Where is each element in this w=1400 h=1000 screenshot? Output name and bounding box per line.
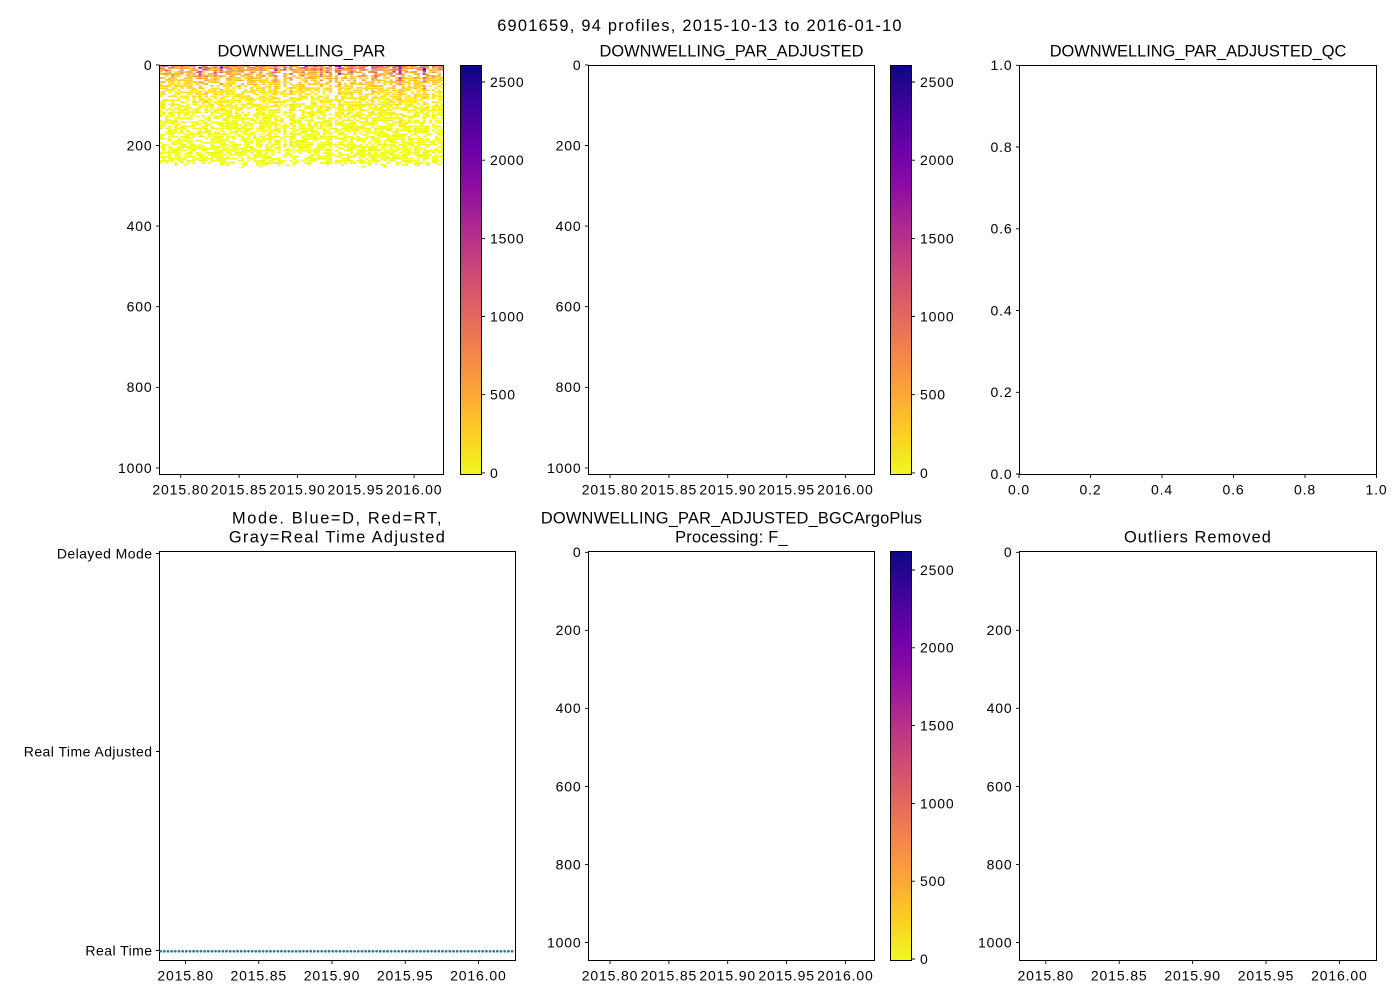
svg-text:2015.80: 2015.80 — [582, 481, 639, 497]
svg-text:2015.80: 2015.80 — [582, 967, 639, 983]
svg-text:2015.80: 2015.80 — [1018, 967, 1075, 983]
svg-text:400: 400 — [556, 700, 582, 716]
svg-text:0: 0 — [573, 544, 582, 560]
svg-text:2000: 2000 — [920, 640, 955, 656]
svg-text:1000: 1000 — [920, 308, 955, 324]
svg-text:0: 0 — [1004, 544, 1013, 560]
svg-text:Outliers Removed: Outliers Removed — [1124, 529, 1272, 547]
svg-text:1.0: 1.0 — [1365, 481, 1387, 497]
svg-text:0: 0 — [573, 57, 582, 73]
svg-text:DOWNWELLING_PAR_ADJUSTED: DOWNWELLING_PAR_ADJUSTED — [599, 42, 863, 60]
svg-text:2015.85: 2015.85 — [641, 481, 698, 497]
svg-text:2015.90: 2015.90 — [269, 481, 326, 497]
svg-text:2000: 2000 — [490, 152, 525, 168]
svg-text:2016.00: 2016.00 — [1311, 967, 1368, 983]
svg-text:2016.00: 2016.00 — [817, 967, 874, 983]
svg-text:800: 800 — [127, 379, 153, 395]
svg-text:200: 200 — [556, 622, 582, 638]
svg-text:500: 500 — [920, 873, 946, 889]
svg-text:0.0: 0.0 — [1008, 481, 1030, 497]
svg-text:1.0: 1.0 — [990, 57, 1012, 73]
svg-text:Mode. Blue=D, Red=RT,: Mode. Blue=D, Red=RT, — [232, 510, 443, 528]
svg-text:1000: 1000 — [118, 460, 153, 476]
svg-text:600: 600 — [987, 778, 1013, 794]
svg-text:0: 0 — [490, 465, 499, 481]
svg-text:2015.80: 2015.80 — [152, 481, 209, 497]
svg-text:2500: 2500 — [490, 74, 525, 90]
svg-text:DOWNWELLING_PAR: DOWNWELLING_PAR — [217, 42, 385, 60]
svg-text:2500: 2500 — [920, 562, 955, 578]
svg-text:2015.85: 2015.85 — [1091, 967, 1148, 983]
svg-text:2015.90: 2015.90 — [699, 481, 756, 497]
svg-text:2015.85: 2015.85 — [231, 967, 288, 983]
svg-text:1500: 1500 — [490, 230, 525, 246]
svg-text:0.8: 0.8 — [1294, 481, 1316, 497]
svg-text:0.6: 0.6 — [1222, 481, 1244, 497]
svg-text:1000: 1000 — [490, 308, 525, 324]
svg-text:0.2: 0.2 — [990, 384, 1012, 400]
svg-text:6901659, 94 profiles, 2015-10-: 6901659, 94 profiles, 2015-10-13 to 2016… — [497, 17, 903, 35]
svg-text:2000: 2000 — [920, 152, 955, 168]
svg-text:1000: 1000 — [547, 934, 582, 950]
svg-text:200: 200 — [987, 622, 1013, 638]
svg-text:2015.95: 2015.95 — [1238, 967, 1295, 983]
svg-text:Processing: F_: Processing: F_ — [675, 529, 788, 547]
svg-text:Delayed Mode: Delayed Mode — [57, 545, 153, 561]
svg-text:200: 200 — [127, 137, 153, 153]
svg-text:400: 400 — [127, 218, 153, 234]
svg-text:1500: 1500 — [920, 230, 955, 246]
svg-text:600: 600 — [556, 299, 582, 315]
svg-text:500: 500 — [920, 387, 946, 403]
svg-text:1000: 1000 — [547, 460, 582, 476]
svg-text:Gray=Real Time Adjusted: Gray=Real Time Adjusted — [229, 529, 446, 547]
svg-text:1500: 1500 — [920, 718, 955, 734]
svg-text:2015.85: 2015.85 — [641, 967, 698, 983]
svg-text:0.0: 0.0 — [990, 466, 1012, 482]
svg-text:1000: 1000 — [920, 795, 955, 811]
svg-text:600: 600 — [556, 778, 582, 794]
svg-text:Real Time Adjusted: Real Time Adjusted — [24, 743, 153, 759]
svg-text:1000: 1000 — [978, 934, 1013, 950]
svg-text:2015.90: 2015.90 — [1164, 967, 1221, 983]
svg-text:400: 400 — [556, 218, 582, 234]
svg-text:2015.90: 2015.90 — [699, 967, 756, 983]
svg-text:2016.00: 2016.00 — [817, 481, 874, 497]
svg-text:0.2: 0.2 — [1079, 481, 1101, 497]
svg-text:400: 400 — [987, 700, 1013, 716]
svg-text:800: 800 — [556, 856, 582, 872]
svg-text:2015.85: 2015.85 — [211, 481, 268, 497]
svg-text:200: 200 — [556, 137, 582, 153]
svg-text:Real Time: Real Time — [85, 942, 152, 958]
svg-text:2015.95: 2015.95 — [758, 967, 815, 983]
svg-text:0.6: 0.6 — [990, 221, 1012, 237]
svg-text:0.4: 0.4 — [1151, 481, 1173, 497]
svg-text:DOWNWELLING_PAR_ADJUSTED_QC: DOWNWELLING_PAR_ADJUSTED_QC — [1050, 42, 1347, 60]
svg-text:2015.80: 2015.80 — [157, 967, 214, 983]
svg-text:800: 800 — [987, 856, 1013, 872]
svg-text:2015.95: 2015.95 — [327, 481, 384, 497]
svg-text:0: 0 — [920, 951, 929, 967]
svg-text:0.4: 0.4 — [990, 302, 1012, 318]
svg-text:2015.90: 2015.90 — [304, 967, 361, 983]
svg-text:2015.95: 2015.95 — [377, 967, 434, 983]
svg-text:2016.00: 2016.00 — [386, 481, 443, 497]
svg-text:0.8: 0.8 — [990, 139, 1012, 155]
svg-text:800: 800 — [556, 379, 582, 395]
svg-text:DOWNWELLING_PAR_ADJUSTED_BGCAr: DOWNWELLING_PAR_ADJUSTED_BGCArgoPlus — [541, 510, 922, 528]
svg-text:0: 0 — [144, 57, 153, 73]
svg-text:0: 0 — [920, 465, 929, 481]
svg-text:2016.00: 2016.00 — [450, 967, 507, 983]
svg-text:2015.95: 2015.95 — [758, 481, 815, 497]
svg-text:2500: 2500 — [920, 74, 955, 90]
svg-text:500: 500 — [490, 387, 516, 403]
svg-text:600: 600 — [127, 299, 153, 315]
